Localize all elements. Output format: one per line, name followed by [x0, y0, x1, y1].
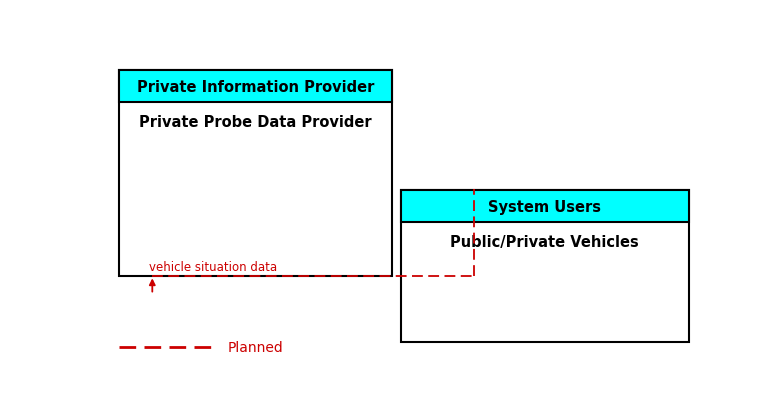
Text: System Users: System Users: [488, 199, 601, 214]
Bar: [401, 191, 689, 342]
Bar: [401, 191, 689, 222]
Text: Public/Private Vehicles: Public/Private Vehicles: [450, 235, 639, 250]
Bar: [119, 71, 392, 276]
Text: Private Probe Data Provider: Private Probe Data Provider: [139, 115, 371, 130]
Bar: [119, 71, 392, 103]
Text: Planned: Planned: [228, 340, 284, 354]
Text: Private Information Provider: Private Information Provider: [137, 79, 374, 94]
Text: vehicle situation data: vehicle situation data: [149, 261, 278, 273]
